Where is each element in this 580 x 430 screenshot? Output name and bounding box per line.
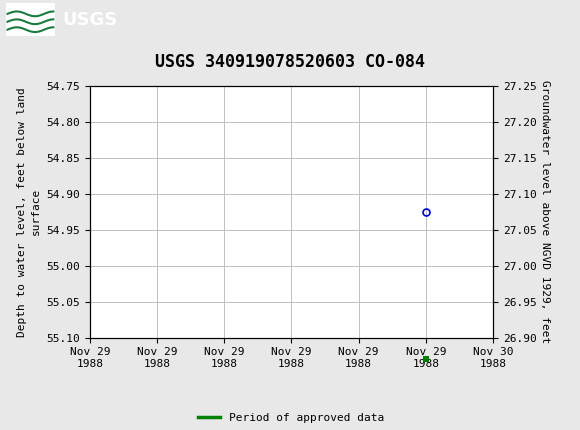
Text: USGS: USGS	[62, 11, 117, 29]
Bar	[6, 3, 55, 37]
Text: USGS 340919078520603 CO-084: USGS 340919078520603 CO-084	[155, 53, 425, 71]
Legend: Period of approved data: Period of approved data	[194, 408, 389, 427]
Y-axis label: Groundwater level above NGVD 1929, feet: Groundwater level above NGVD 1929, feet	[541, 80, 550, 344]
Y-axis label: Depth to water level, feet below land
surface: Depth to water level, feet below land su…	[17, 87, 41, 337]
